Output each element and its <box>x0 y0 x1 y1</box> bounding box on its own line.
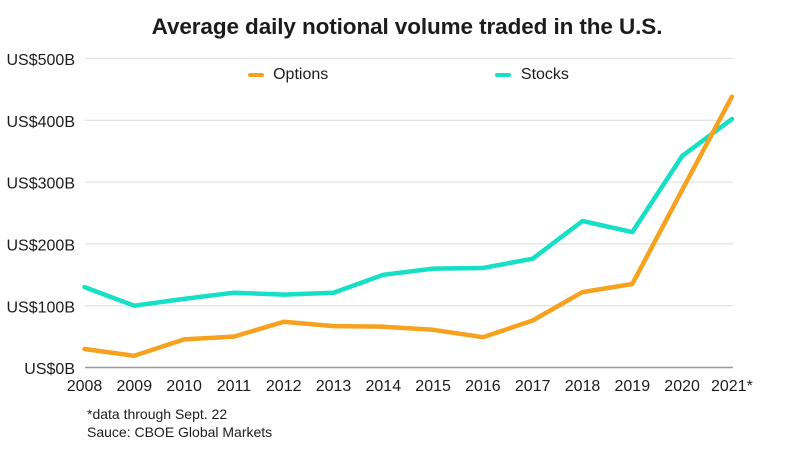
svg-text:2017: 2017 <box>515 378 551 395</box>
svg-text:US$200B: US$200B <box>7 238 76 255</box>
svg-text:2009: 2009 <box>117 378 153 395</box>
svg-text:US$300B: US$300B <box>7 176 76 193</box>
svg-text:2016: 2016 <box>465 378 501 395</box>
svg-text:US$500B: US$500B <box>7 52 76 69</box>
svg-text:2008: 2008 <box>67 378 103 395</box>
svg-text:2011: 2011 <box>217 378 252 395</box>
svg-text:2012: 2012 <box>266 378 302 395</box>
svg-text:2020: 2020 <box>664 378 700 395</box>
svg-text:2021*: 2021* <box>711 378 753 395</box>
svg-text:2014: 2014 <box>366 378 402 395</box>
svg-text:US$100B: US$100B <box>7 299 76 316</box>
svg-text:US$0B: US$0B <box>24 361 75 378</box>
svg-text:2018: 2018 <box>565 378 601 395</box>
svg-text:2019: 2019 <box>615 378 651 395</box>
svg-text:US$400B: US$400B <box>7 114 76 131</box>
svg-text:2013: 2013 <box>316 378 352 395</box>
svg-text:2015: 2015 <box>415 378 451 395</box>
svg-text:2010: 2010 <box>166 378 202 395</box>
